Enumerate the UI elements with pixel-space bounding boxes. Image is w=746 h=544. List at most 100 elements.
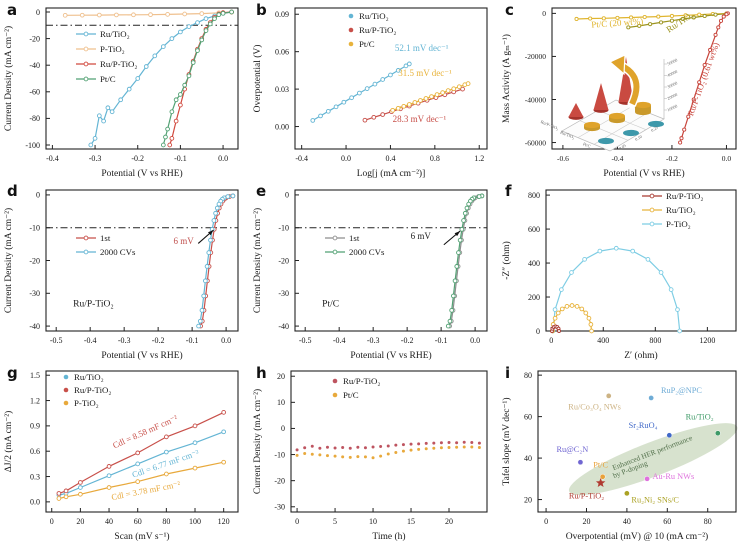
svg-text:-0.3: -0.3 (118, 336, 131, 345)
svg-text:Pt/C: Pt/C (322, 299, 339, 309)
svg-text:Ru/P-TiO₂: Ru/P-TiO₂ (540, 119, 560, 131)
svg-text:-0.5: -0.5 (299, 336, 312, 345)
svg-text:Current Density (mA cm⁻²): Current Density (mA cm⁻²) (3, 26, 14, 131)
panel-e: e -0.5 -0.4 -0.3 -0.2 -0.1 0.0 0 -10 -20 -30 -40 Po… (249, 181, 498, 363)
svg-text:-80: -80 (29, 114, 40, 123)
svg-text:-20: -20 (274, 476, 285, 485)
svg-text:1st: 1st (349, 233, 360, 243)
svg-text:40000: 40000 (666, 69, 678, 78)
svg-text:0.9: 0.9 (30, 422, 40, 431)
svg-text:Mass Activity (A gₘ⁻¹): Mass Activity (A gₘ⁻¹) (501, 34, 512, 123)
svg-text:120: 120 (218, 517, 230, 526)
svg-text:1st: 1st (100, 233, 111, 243)
svg-text:Ru/TiO₂: Ru/TiO₂ (74, 372, 104, 382)
chart-e-stability-pt-c: -0.5 -0.4 -0.3 -0.2 -0.1 0.0 0 -10 -20 -30 -40 Pote… (252, 189, 488, 361)
svg-text:-0.3: -0.3 (367, 336, 380, 345)
svg-text:Ru/Co₃O₄ NWs: Ru/Co₃O₄ NWs (568, 402, 621, 411)
svg-text:P-TiO₂: P-TiO₂ (100, 44, 125, 54)
svg-text:20: 20 (76, 517, 84, 526)
svg-text:0.8: 0.8 (430, 154, 440, 163)
panel-c: c -0.6 -0.4 -0.2 0.0 0 -20000 -40000 -60000 Pote… (498, 0, 746, 181)
svg-text:20000: 20000 (666, 92, 678, 101)
svg-text:0.4: 0.4 (385, 154, 395, 163)
svg-text:Pt/C: Pt/C (593, 460, 608, 469)
svg-text:40: 40 (623, 517, 631, 526)
svg-text:10000: 10000 (666, 103, 678, 112)
panel-letter-i: i (505, 364, 511, 382)
svg-text:-0.4: -0.4 (333, 336, 346, 345)
svg-text:Overpotential (mV) @ 10 (mA cm: Overpotential (mV) @ 10 (mA cm⁻²) (566, 531, 708, 542)
svg-text:ΔJ/2 (mA cm⁻²): ΔJ/2 (mA cm⁻²) (3, 411, 14, 472)
svg-text:0.0: 0.0 (30, 498, 40, 507)
svg-text:Cdl = 8.58 mF cm⁻²: Cdl = 8.58 mF cm⁻² (111, 413, 179, 451)
svg-text:80: 80 (524, 371, 532, 380)
svg-text:-60000: -60000 (525, 138, 546, 147)
svg-text:0.06: 0.06 (275, 47, 289, 56)
panel-i: i 0 20 40 60 80 20 40 60 80 Overpotential (mV) @ … (498, 363, 746, 544)
svg-text:-0.4: -0.4 (611, 154, 623, 163)
svg-text:0.0: 0.0 (470, 336, 480, 345)
svg-text:-0.5: -0.5 (50, 336, 63, 345)
panel-h: h 0 5 10 15 20 20 10 0 -10 -20 -30 Time (h) Current … (249, 363, 498, 544)
svg-text:0.0: 0.0 (218, 154, 228, 163)
svg-text:Current Density (mA cm⁻²): Current Density (mA cm⁻²) (3, 208, 14, 313)
svg-text:20: 20 (582, 517, 590, 526)
svg-text:-10: -10 (274, 450, 285, 459)
svg-text:60: 60 (134, 517, 142, 526)
svg-text:0: 0 (549, 336, 553, 345)
svg-text:0: 0 (285, 191, 289, 200)
chart-h-chronoamperometry: 0 5 10 15 20 20 10 0 -10 -20 -30 Time (h) Current De… (252, 370, 488, 542)
svg-text:0.05: 0.05 (618, 143, 627, 151)
svg-text:Pt/C: Pt/C (359, 39, 375, 49)
svg-text:-20: -20 (29, 256, 40, 265)
chart-f-eis-nyquist: 0 400 800 1200 0 200 400 600 800 Z′ (ohm) -Z″ (ohm… (501, 189, 737, 361)
svg-text:Overpotential (V): Overpotential (V) (252, 45, 263, 113)
svg-text:Ru/TiO₂: Ru/TiO₂ (100, 29, 130, 39)
svg-text:0.0: 0.0 (221, 336, 231, 345)
svg-text:0: 0 (50, 517, 54, 526)
svg-text:Pt/C: Pt/C (343, 390, 359, 400)
svg-text:0.6: 0.6 (30, 447, 40, 456)
panel-letter-d: d (7, 182, 18, 200)
svg-text:0.3: 0.3 (30, 472, 40, 481)
panel-b: b -0.4 0.0 0.4 0.8 1.2 0.00 0.03 0.06 0.09 Log[j … (249, 0, 498, 181)
panel-a: a -0.4 -0.3 -0.2 -0.1 0.0 0 -20 -40 -60 -80 -100 Po… (0, 0, 249, 181)
svg-text:-10: -10 (29, 224, 40, 233)
svg-text:Z′ (ohm): Z′ (ohm) (624, 350, 657, 361)
svg-text:P-TiO₂: P-TiO₂ (666, 219, 691, 229)
svg-text:0: 0 (295, 517, 299, 526)
svg-text:Ru/TiO₂: Ru/TiO₂ (666, 205, 696, 215)
svg-text:60: 60 (524, 412, 532, 421)
svg-text:Current Density (mA cm⁻²): Current Density (mA cm⁻²) (252, 389, 263, 494)
svg-text:-0.4: -0.4 (46, 154, 59, 163)
svg-text:RuP₂@NPC: RuP₂@NPC (661, 386, 702, 395)
svg-text:Cdl = 3.78 mF cm⁻²: Cdl = 3.78 mF cm⁻² (110, 479, 181, 502)
svg-text:2000 CVs: 2000 CVs (100, 247, 136, 257)
svg-text:1.2: 1.2 (30, 396, 40, 405)
svg-text:-60: -60 (29, 88, 40, 97)
panel-letter-b: b (256, 1, 267, 19)
svg-text:-30: -30 (278, 289, 289, 298)
svg-text:400: 400 (528, 259, 540, 268)
svg-text:400: 400 (597, 336, 609, 345)
svg-text:1.5: 1.5 (30, 371, 40, 380)
svg-text:1.2: 1.2 (474, 154, 484, 163)
svg-text:10: 10 (277, 398, 285, 407)
svg-text:0.00: 0.00 (275, 122, 289, 131)
svg-text:Ru/P-TiO₂: Ru/P-TiO₂ (74, 385, 111, 395)
svg-text:-0.3: -0.3 (89, 154, 102, 163)
svg-text:Ru/P-TiO₂: Ru/P-TiO₂ (343, 376, 380, 386)
svg-text:60: 60 (663, 517, 671, 526)
svg-text:Log[j (mA cm⁻²)]: Log[j (mA cm⁻²)] (357, 168, 426, 179)
svg-text:Ru/TiO₂: Ru/TiO₂ (664, 10, 695, 35)
svg-text:-0.1: -0.1 (186, 336, 199, 345)
svg-text:Potential (V vs RHE): Potential (V vs RHE) (350, 350, 431, 361)
svg-text:100: 100 (189, 517, 201, 526)
svg-text:28.3 mV dec⁻¹: 28.3 mV dec⁻¹ (393, 114, 447, 124)
panel-d: d -0.5 -0.4 -0.3 -0.2 -0.1 0.0 0 -10 -20 -30 -40 Po… (0, 181, 249, 363)
chart-c-mass-activity: -0.6 -0.4 -0.2 0.0 0 -20000 -40000 -60000 Potent… (501, 7, 737, 179)
chart-g-cdl-plots: 0 20 40 60 80 100 120 0.0 0.3 0.6 0.9 1.2 1.5 Scan (m… (3, 370, 239, 542)
svg-text:0.10: 0.10 (634, 134, 643, 142)
svg-text:20: 20 (445, 517, 453, 526)
svg-text:31.5 mV dec⁻¹: 31.5 mV dec⁻¹ (398, 68, 452, 78)
